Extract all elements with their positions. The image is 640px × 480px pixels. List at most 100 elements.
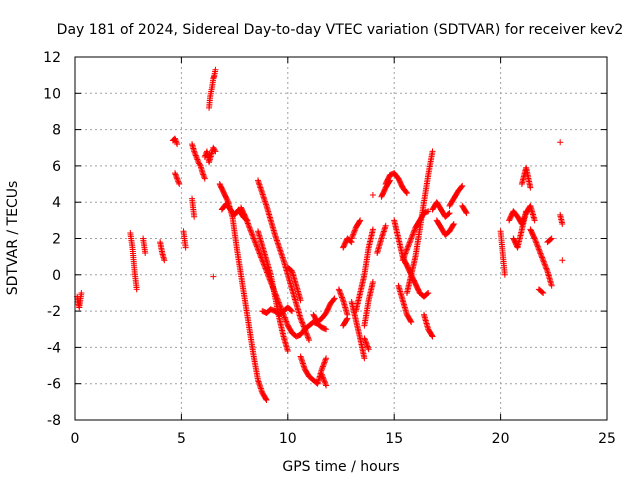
- data-point: [347, 238, 354, 245]
- data-point: [300, 322, 307, 329]
- data-point: [458, 183, 465, 190]
- data-point: [336, 289, 343, 296]
- data-point: [534, 242, 541, 249]
- data-point: [363, 340, 370, 347]
- x-tick-label: 5: [177, 431, 186, 447]
- data-point: [78, 289, 85, 296]
- data-point: [320, 375, 327, 382]
- data-point: [331, 295, 338, 302]
- data-point: [541, 261, 548, 268]
- data-point: [175, 179, 182, 186]
- data-point: [403, 190, 410, 197]
- data-point: [322, 379, 329, 386]
- data-point: [409, 232, 416, 239]
- data-point: [543, 266, 550, 273]
- y-tick-label: 12: [43, 50, 61, 66]
- data-point: [323, 355, 330, 362]
- data-point: [405, 243, 412, 250]
- data-point: [538, 253, 545, 260]
- data-point: [244, 220, 251, 227]
- y-axis-label: SDTVAR / TECUs: [5, 181, 21, 296]
- data-point: [300, 323, 307, 330]
- data-point: [446, 210, 453, 217]
- data-point: [364, 342, 371, 349]
- data-point: [284, 348, 291, 355]
- x-tick-label: 0: [71, 431, 80, 447]
- data-point: [450, 220, 457, 227]
- data-point: [319, 374, 326, 381]
- x-tick-label: 20: [492, 431, 510, 447]
- data-point: [540, 257, 547, 264]
- data-point: [199, 170, 206, 177]
- data-point: [282, 317, 289, 324]
- data-point: [338, 291, 344, 298]
- data-point: [323, 326, 330, 333]
- data-point: [191, 148, 198, 155]
- y-tick-labels: -8 -6 -4 -2 0 2 4 6 8 10 12: [43, 50, 61, 429]
- data-point: [304, 333, 311, 340]
- data-point: [535, 245, 542, 252]
- data-point: [406, 240, 413, 247]
- data-point: [540, 258, 547, 265]
- data-point: [172, 137, 179, 144]
- data-point: [289, 308, 296, 315]
- data-point: [306, 337, 313, 344]
- data-point: [548, 282, 555, 289]
- data-point: [539, 255, 546, 262]
- data-point: [369, 226, 376, 233]
- data-point: [450, 222, 457, 229]
- data-point: [251, 236, 258, 243]
- data-point: [403, 247, 410, 254]
- data-point: [319, 363, 326, 370]
- data-point: [172, 171, 179, 178]
- data-point: [539, 254, 546, 261]
- data-point: [365, 346, 372, 353]
- data-point: [256, 249, 263, 256]
- data-point: [403, 246, 410, 253]
- x-tick-label: 15: [385, 431, 403, 447]
- data-point: [320, 362, 327, 369]
- data-point: [192, 151, 199, 158]
- data-point: [523, 208, 530, 215]
- data-point: [533, 240, 540, 247]
- data-point: [350, 230, 357, 237]
- data-point: [536, 249, 543, 256]
- y-tick-label: -4: [47, 340, 61, 356]
- data-point: [408, 234, 415, 241]
- data-point: [369, 191, 376, 198]
- data-point: [531, 235, 538, 242]
- data-point: [299, 320, 306, 327]
- data-point: [322, 356, 329, 363]
- data-point: [192, 152, 199, 159]
- data-point: [174, 141, 181, 148]
- data-point: [196, 161, 203, 168]
- data-point: [330, 296, 337, 303]
- data-point: [336, 287, 343, 294]
- data-point: [242, 213, 249, 220]
- data-point: [343, 316, 350, 323]
- x-tick-label: 25: [598, 431, 616, 447]
- data-point: [424, 290, 431, 297]
- data-point: [321, 359, 328, 366]
- data-point: [335, 286, 342, 293]
- data-point: [246, 224, 253, 231]
- data-point: [302, 327, 309, 334]
- data-point: [559, 220, 566, 227]
- data-point: [425, 208, 432, 215]
- data-point: [351, 228, 358, 235]
- data-point: [254, 245, 261, 252]
- data-point: [175, 178, 182, 185]
- data-point: [252, 239, 259, 246]
- data-point: [542, 264, 549, 271]
- data-point: [501, 271, 508, 278]
- data-point: [409, 231, 416, 238]
- data-point: [142, 250, 149, 257]
- data-point: [404, 245, 411, 252]
- data-point: [248, 230, 255, 237]
- data-point: [339, 295, 346, 302]
- data-point: [319, 364, 326, 371]
- data-point: [201, 174, 208, 181]
- data-point: [547, 236, 554, 243]
- data-point: [349, 232, 356, 239]
- data-point: [174, 176, 181, 183]
